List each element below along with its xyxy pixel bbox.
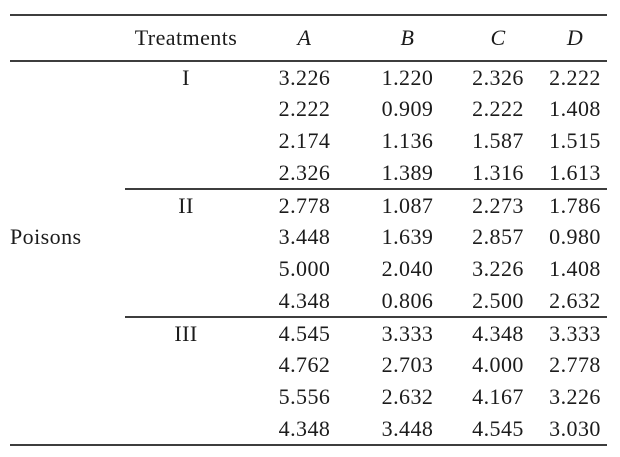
poisons-axis-label: Poisons xyxy=(10,224,82,249)
poison-group-label: III xyxy=(125,316,247,349)
data-cell: 2.222 xyxy=(278,96,331,121)
data-cell: 1.087 xyxy=(362,188,453,221)
data-cell: 1.613 xyxy=(549,159,601,185)
treatment-b-header: B xyxy=(362,15,453,62)
data-cell: 1.515 xyxy=(549,128,601,153)
table-row: 2.174 1.136 1.587 1.515 xyxy=(10,125,607,157)
table-row: 5.556 2.632 4.167 3.226 xyxy=(10,381,607,413)
data-cell: 3.333 xyxy=(543,316,607,349)
table-row: 5.000 2.040 3.226 1.408 xyxy=(10,253,607,285)
data-cell: 1.408 xyxy=(549,256,601,281)
spacer-cell xyxy=(125,413,247,445)
poison-group-II: II 2.778 1.087 2.273 1.786 Poisons 3.448… xyxy=(10,188,607,317)
spacer-cell xyxy=(125,157,247,189)
treatments-axis-label: Treatments xyxy=(125,15,247,62)
table-row: III 4.545 3.333 4.348 3.333 xyxy=(10,316,607,349)
table-row: II 2.778 1.087 2.273 1.786 xyxy=(10,188,607,221)
table-row: I 3.226 1.220 2.326 2.222 xyxy=(10,61,607,93)
data-cell: 2.174 xyxy=(278,128,331,153)
spacer-cell xyxy=(125,349,247,381)
spacer-cell xyxy=(10,93,125,125)
data-cell: 2.222 xyxy=(472,96,524,121)
spacer-cell xyxy=(10,15,125,62)
table-row: Poisons 3.448 1.639 2.857 0.980 xyxy=(10,221,607,253)
data-cell: 2.778 xyxy=(247,188,362,221)
data-cell: 1.389 xyxy=(381,159,434,185)
data-cell: 3.226 xyxy=(549,384,601,409)
data-cell: 2.273 xyxy=(453,188,543,221)
data-table: Treatments A B C D I 3.226 1.220 2.326 2… xyxy=(10,14,607,446)
poison-group-III: III 4.545 3.333 4.348 3.333 4.762 2.703 … xyxy=(10,316,607,445)
treatment-a-header: A xyxy=(247,15,362,62)
data-cell: 3.226 xyxy=(472,256,524,281)
spacer-cell xyxy=(10,189,125,221)
data-cell: 2.632 xyxy=(381,384,434,409)
spacer-cell xyxy=(10,157,125,189)
spacer-cell xyxy=(10,285,125,317)
data-cell: 5.000 xyxy=(278,256,331,281)
poison-group-label: I xyxy=(182,64,190,90)
data-cell: 2.040 xyxy=(381,256,434,281)
data-cell: 1.408 xyxy=(549,96,601,121)
spacer-cell xyxy=(125,253,247,285)
data-cell: 3.448 xyxy=(278,224,331,249)
table-row: 4.762 2.703 4.000 2.778 xyxy=(10,349,607,381)
data-cell: 1.786 xyxy=(543,188,607,221)
data-cell: 3.226 xyxy=(278,64,331,90)
table-row: 4.348 3.448 4.545 3.030 xyxy=(10,413,607,445)
data-cell: 0.806 xyxy=(381,287,434,313)
data-cell: 2.326 xyxy=(278,159,331,185)
spacer-cell xyxy=(10,125,125,157)
spacer-cell xyxy=(125,221,247,253)
data-cell: 1.316 xyxy=(472,159,524,185)
treatment-d-header: D xyxy=(543,15,607,62)
data-cell: 0.909 xyxy=(381,96,434,121)
spacer-cell xyxy=(125,125,247,157)
data-cell: 3.333 xyxy=(362,316,453,349)
data-cell: 4.762 xyxy=(278,352,331,377)
data-cell: 0.980 xyxy=(549,224,601,249)
spacer-cell xyxy=(10,317,125,349)
poison-group-I: I 3.226 1.220 2.326 2.222 2.222 0.909 2.… xyxy=(10,61,607,189)
data-cell: 2.222 xyxy=(549,64,601,90)
table-row: 2.326 1.389 1.316 1.613 xyxy=(10,157,607,189)
spacer-cell xyxy=(10,349,125,381)
data-cell: 2.857 xyxy=(472,224,524,249)
data-cell: 4.348 xyxy=(278,287,331,313)
data-cell: 2.778 xyxy=(549,352,601,377)
poison-group-label: II xyxy=(125,188,247,221)
data-cell: 5.556 xyxy=(278,384,331,409)
header-row: Treatments A B C D xyxy=(10,15,607,62)
data-cell: 4.545 xyxy=(472,415,524,441)
spacer-cell xyxy=(10,253,125,285)
data-cell: 2.632 xyxy=(549,287,601,313)
spacer-cell xyxy=(10,413,125,445)
table-row: 4.348 0.806 2.500 2.632 xyxy=(10,285,607,317)
data-cell: 3.448 xyxy=(381,415,434,441)
poisons-treatments-table: Treatments A B C D I 3.226 1.220 2.326 2… xyxy=(10,14,607,446)
data-cell: 3.030 xyxy=(549,415,601,441)
data-cell: 4.000 xyxy=(472,352,524,377)
data-cell: 1.587 xyxy=(472,128,524,153)
spacer-cell xyxy=(10,381,125,413)
data-cell: 1.220 xyxy=(381,64,434,90)
spacer-cell xyxy=(125,285,247,317)
treatment-c-header: C xyxy=(453,15,543,62)
data-cell: 4.348 xyxy=(278,415,331,441)
spacer-cell xyxy=(10,61,125,93)
data-cell: 2.703 xyxy=(381,352,434,377)
data-cell: 1.639 xyxy=(381,224,434,249)
spacer-cell xyxy=(125,381,247,413)
spacer-cell xyxy=(125,93,247,125)
data-cell: 2.326 xyxy=(472,64,524,90)
data-cell: 2.500 xyxy=(472,287,524,313)
data-cell: 4.545 xyxy=(247,316,362,349)
data-cell: 1.136 xyxy=(381,128,434,153)
data-cell: 4.167 xyxy=(472,384,524,409)
table-row: 2.222 0.909 2.222 1.408 xyxy=(10,93,607,125)
data-cell: 4.348 xyxy=(453,316,543,349)
